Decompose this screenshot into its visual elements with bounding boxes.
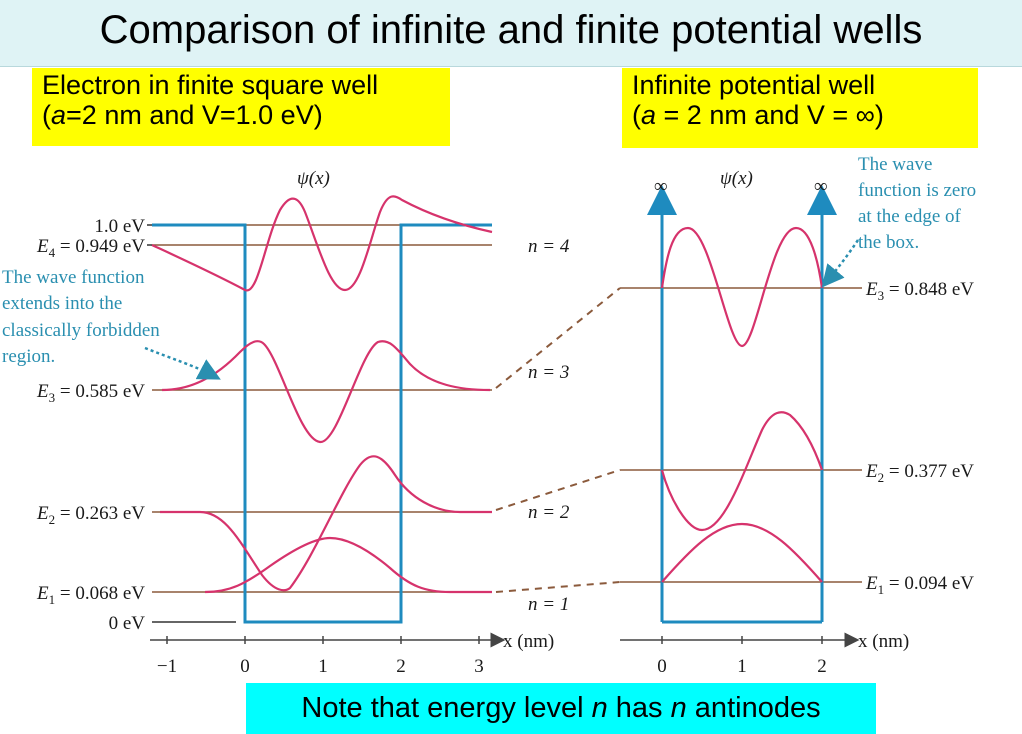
infinite-annotation-line1: The wave	[858, 154, 932, 175]
finite-well-label-line1: Electron in finite square well	[42, 70, 379, 100]
finite-well-outline	[152, 223, 492, 624]
finite-annotation-arrow	[144, 346, 221, 380]
finite-label-v: 1.0 eV	[94, 216, 145, 237]
infinite-a-symbol: a	[641, 100, 657, 130]
finite-wave-n1	[204, 536, 492, 594]
infinite-params: = 2 nm and V = ∞)	[656, 100, 884, 130]
finite-wave-n2	[160, 455, 492, 592]
infinite-x-tick-2: 2	[817, 656, 827, 677]
finite-label-e2: E2 = 0.263 eV	[36, 503, 145, 527]
infinite-annotation-line3: at the edge of	[858, 206, 962, 227]
finite-label-e4: E4 = 0.949 eV	[36, 236, 145, 260]
note-part2: has	[607, 692, 671, 724]
finite-n4-label: n = 4	[528, 236, 570, 257]
finite-a-symbol: a	[51, 100, 67, 130]
finite-n2-label: n = 2	[528, 502, 570, 523]
finite-psi-label: ψ(x)	[297, 168, 330, 189]
finite-wave-n3	[161, 340, 491, 444]
infinite-x-tick-0: 0	[657, 656, 667, 677]
finite-label-e3: E3 = 0.585 eV	[36, 381, 145, 405]
infinite-label-e3: E3 = 0.848 eV	[865, 279, 974, 303]
infinite-annotation-arrow	[821, 239, 860, 288]
finite-annotation-line2: extends into the	[2, 293, 122, 314]
infinite-well-label-line1: Infinite potential well	[632, 70, 876, 100]
finite-x-tick-3: 3	[474, 656, 484, 677]
infinite-well-label: Infinite potential well (a = 2 nm and V …	[622, 68, 978, 148]
infinite-psi-label: ψ(x)	[720, 168, 753, 189]
note-n1: n	[591, 692, 608, 724]
infinite-wave-n2	[660, 411, 824, 532]
finite-x-tick-neg1: −1	[157, 656, 177, 677]
infinite-well-label-line2: (a = 2 nm and V = ∞)	[632, 100, 968, 130]
finite-annotation-line1: The wave function	[2, 267, 145, 288]
infinite-x-tick-1: 1	[737, 656, 747, 677]
finite-x-axis-label: x (nm)	[503, 631, 554, 652]
infinite-label-left: ∞	[654, 176, 668, 197]
infinite-wave-n1	[661, 522, 823, 583]
finite-label-zero: 0 eV	[109, 613, 146, 634]
finite-params: =2 nm and V=1.0 eV)	[66, 100, 323, 130]
finite-n1-label: n = 1	[528, 594, 569, 615]
connector-n2	[495, 469, 621, 511]
finite-well-label-line2: (a=2 nm and V=1.0 eV)	[42, 100, 440, 130]
note-part1: Note that energy level	[301, 692, 592, 724]
finite-n3-label: n = 3	[528, 362, 569, 383]
infinite-wave-n3	[660, 226, 824, 348]
infinite-x-axis-label: x (nm)	[858, 631, 909, 652]
note-part3: antinodes	[686, 692, 821, 724]
infinite-label-right: ∞	[814, 176, 828, 197]
note-box: Note that energy level n has n antinodes	[246, 683, 876, 734]
infinite-label-e1: E1 = 0.094 eV	[865, 573, 974, 597]
infinite-label-e2: E2 = 0.377 eV	[865, 461, 974, 485]
finite-open-paren: (	[42, 100, 51, 130]
connector-n1	[495, 581, 621, 593]
finite-well-label: Electron in finite square well (a=2 nm a…	[32, 68, 450, 146]
note-n2: n	[670, 692, 687, 724]
infinite-open-paren: (	[632, 100, 641, 130]
finite-x-tick-2: 2	[396, 656, 406, 677]
infinite-annotation-line2: function is zero	[858, 180, 976, 201]
finite-wave-n4	[151, 195, 493, 292]
infinite-annotation-line4: the box.	[858, 232, 919, 253]
finite-label-e1: E1 = 0.068 eV	[36, 583, 145, 607]
finite-x-tick-0: 0	[240, 656, 250, 677]
title-bar: Comparison of infinite and finite potent…	[0, 0, 1022, 67]
finite-annotation-line4: region.	[2, 346, 55, 367]
finite-x-tick-1: 1	[318, 656, 328, 677]
page-title: Comparison of infinite and finite potent…	[99, 8, 923, 52]
connector-n3	[495, 287, 621, 389]
finite-annotation-line3: classically forbidden	[2, 320, 160, 341]
